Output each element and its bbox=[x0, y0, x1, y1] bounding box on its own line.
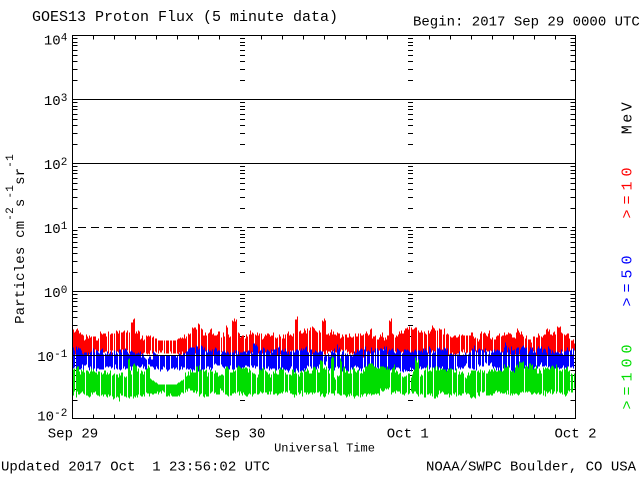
svg-text:Begin: 2017 Sep 29 0000 UTC: Begin: 2017 Sep 29 0000 UTC bbox=[413, 15, 640, 31]
svg-text:Sep 29: Sep 29 bbox=[48, 427, 98, 443]
svg-text:>=100: >=100 bbox=[620, 339, 637, 409]
svg-text:Updated 2017 Oct 1 23:56:02 U: Updated 2017 Oct 1 23:56:02 UTC bbox=[1, 460, 270, 476]
svg-text:>=10: >=10 bbox=[620, 162, 637, 218]
svg-text:GOES13 Proton Flux (5 minute d: GOES13 Proton Flux (5 minute data) bbox=[32, 9, 338, 26]
svg-text:MeV: MeV bbox=[620, 100, 637, 135]
svg-text:Universal Time: Universal Time bbox=[274, 442, 375, 456]
svg-text:NOAA/SWPC Boulder, CO USA: NOAA/SWPC Boulder, CO USA bbox=[426, 460, 637, 476]
svg-text:>=50: >=50 bbox=[620, 250, 637, 306]
svg-text:Oct 2: Oct 2 bbox=[554, 427, 596, 443]
svg-text:Oct 1: Oct 1 bbox=[387, 427, 429, 443]
svg-text:Sep 30: Sep 30 bbox=[215, 427, 265, 443]
